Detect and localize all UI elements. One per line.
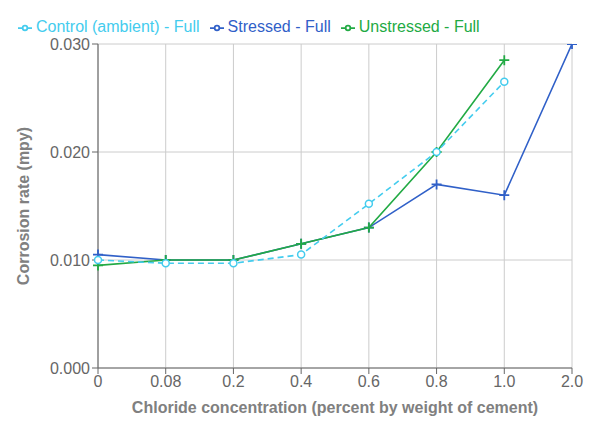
svg-text:0.010: 0.010 [50,252,90,269]
svg-text:0.030: 0.030 [50,36,90,53]
svg-text:0.8: 0.8 [425,373,447,390]
svg-text:Corrosion rate (mpy): Corrosion rate (mpy) [15,127,32,285]
svg-text:0.6: 0.6 [358,373,380,390]
svg-text:0.08: 0.08 [150,373,181,390]
svg-text:0: 0 [94,373,103,390]
html-text:Control (ambient) - Full: Control (ambient) - Full [36,18,200,35]
html-text:Stressed - Full: Stressed - Full [227,18,331,35]
html-text:Unstressed - Full: Unstressed - Full [358,18,480,35]
svg-text:0.000: 0.000 [50,360,90,377]
svg-text:0.2: 0.2 [222,373,244,390]
svg-text:1.0: 1.0 [493,373,515,390]
svg-text:0.4: 0.4 [290,373,312,390]
svg-text:2.0: 2.0 [561,373,583,390]
svg-text:Chloride concentration (percen: Chloride concentration (percent by weigh… [132,399,538,416]
svg-text:0.020: 0.020 [50,144,90,161]
